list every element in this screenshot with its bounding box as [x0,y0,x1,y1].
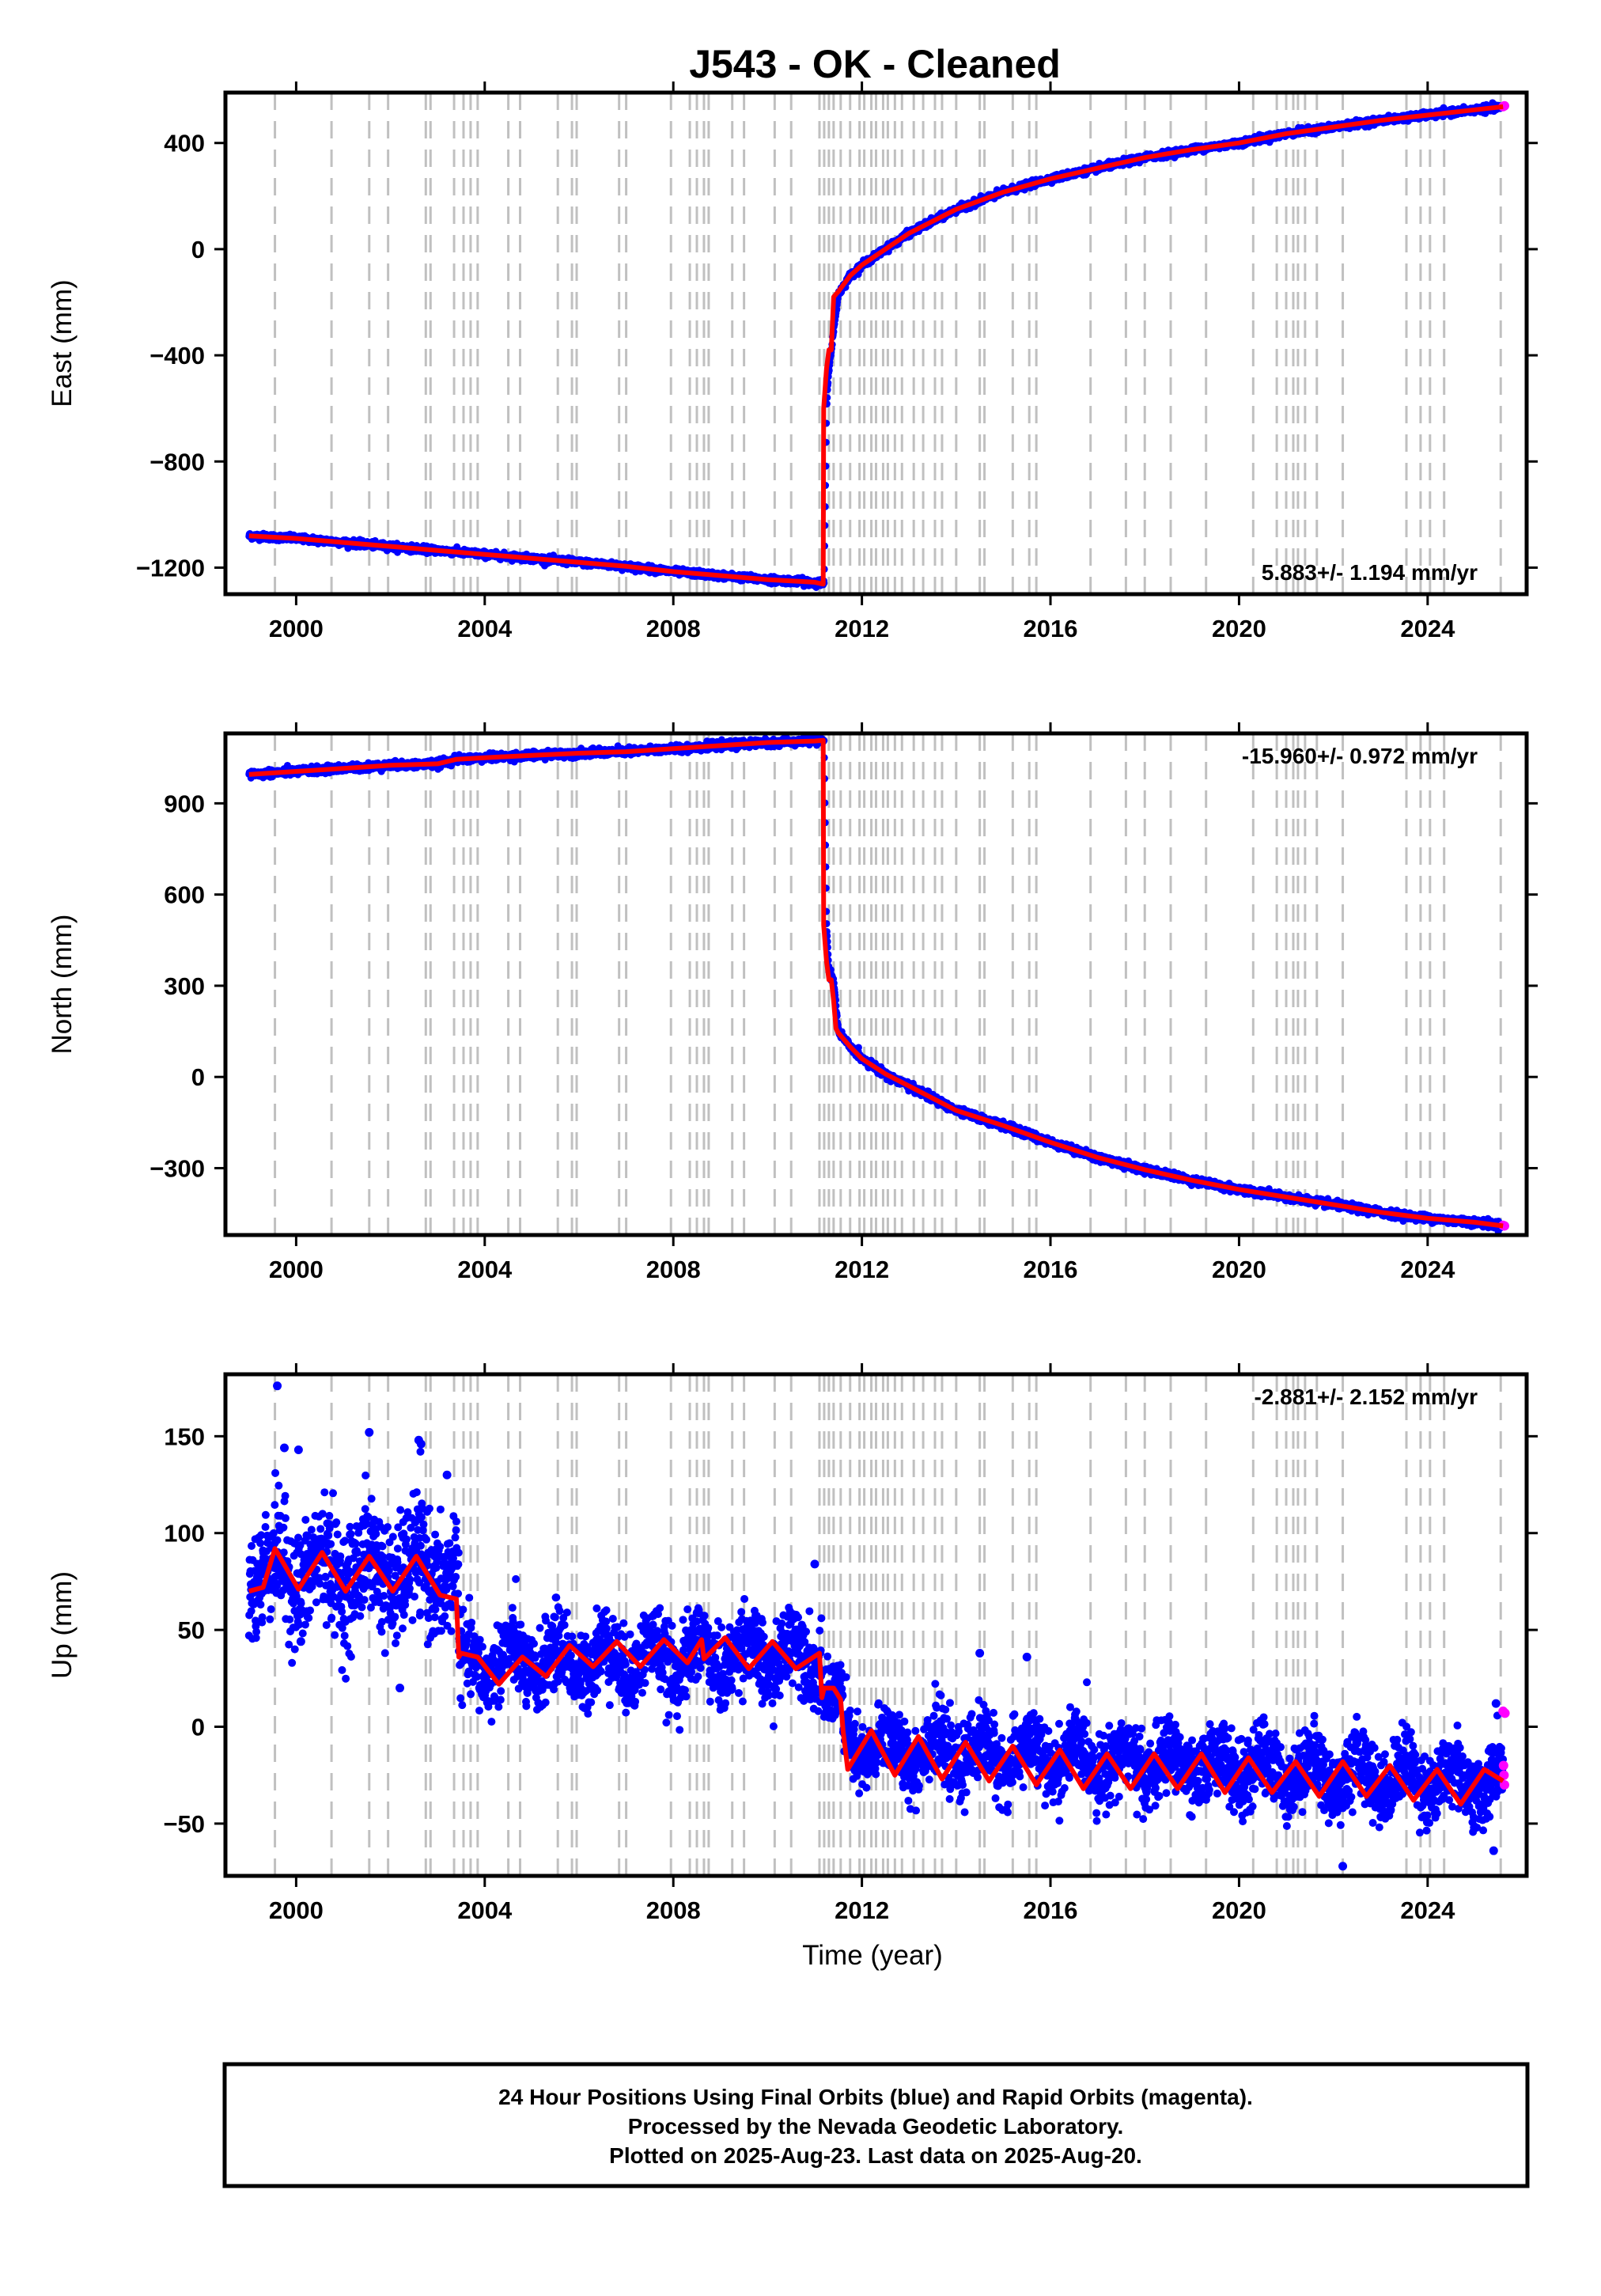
x-tick-label: 2024 [1400,615,1455,642]
x-tick-label: 2004 [457,615,513,642]
page-title: J543 - OK - Cleaned [689,42,1061,86]
data-points [245,733,1509,1235]
y-tick-label: 400 [164,130,205,157]
y-axis-label: East (mm) [47,279,78,407]
data-points [245,99,1509,591]
x-tick-label: 2016 [1024,615,1078,642]
plot-frame [223,90,1529,597]
y-tick-label: −400 [150,342,205,369]
x-tick-label: 2012 [835,615,889,642]
x-tick-label: 2000 [269,615,324,642]
east-panel: 2000 2004 2008 2012 2016 2020 2024 −1200 −800 −40… [47,81,1538,642]
y-tick-label: −800 [150,448,205,475]
x-tick-label: 2008 [646,615,701,642]
y-tick-label: 0 [191,236,205,263]
rate-label: 5.883+/- 1.194 mm/yr [1262,560,1478,585]
y-tick-label: −1200 [136,554,205,582]
north-panel: 2000 2004 2008 2012 2016 2020 2024−30003006009… [47,722,1538,1283]
x-tick-label: 2020 [1212,615,1266,642]
